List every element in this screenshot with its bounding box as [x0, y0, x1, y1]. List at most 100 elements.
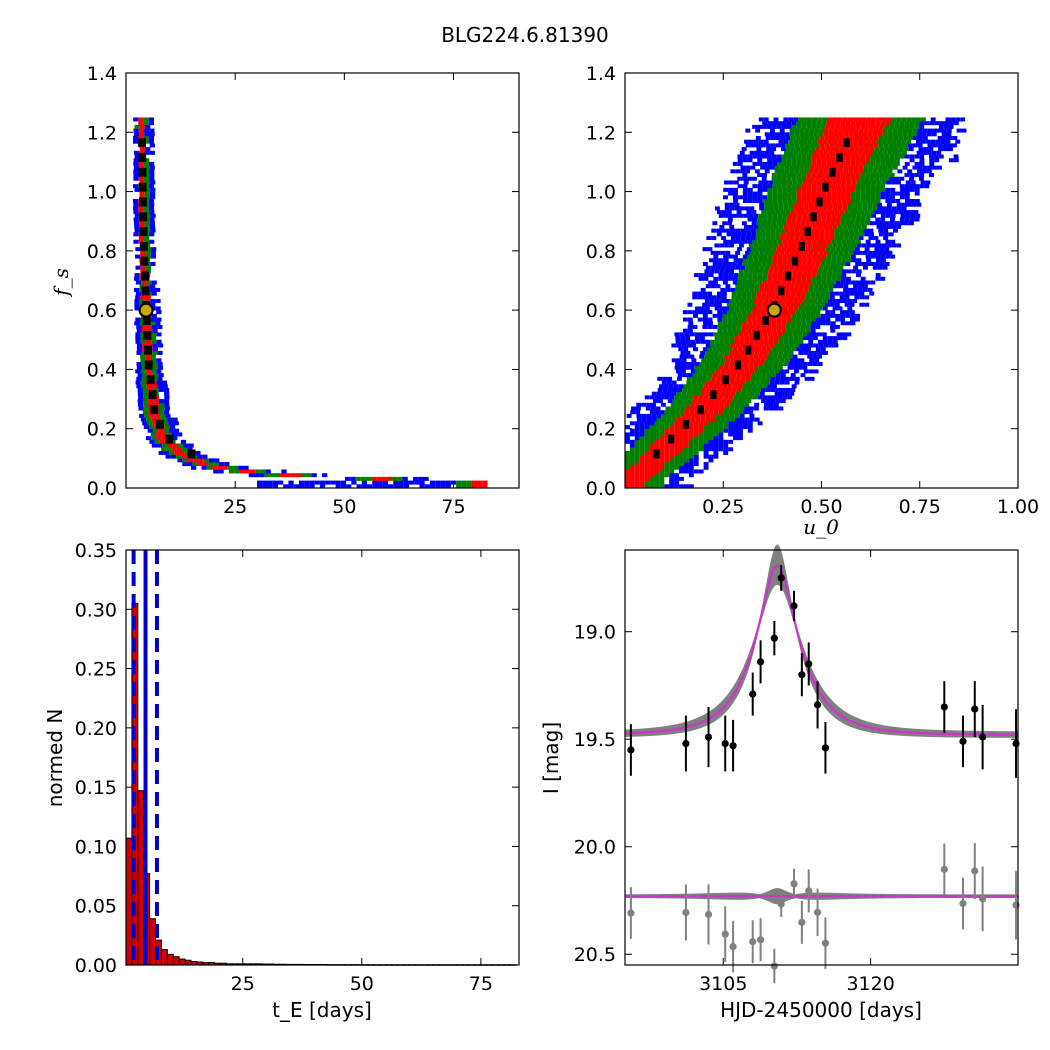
cell-2sigma: [830, 247, 836, 252]
cell-1sigma: [737, 347, 743, 352]
cell-2sigma: [786, 158, 792, 163]
cell-3sigma: [917, 135, 923, 140]
cell-2sigma: [756, 261, 762, 266]
cell-3sigma: [311, 473, 317, 478]
cell-3sigma: [936, 150, 942, 155]
cell-3sigma: [792, 365, 798, 370]
cell-1sigma: [684, 410, 690, 415]
cell-2sigma: [674, 465, 680, 470]
cell-3sigma: [729, 206, 735, 211]
cell-3sigma: [634, 428, 640, 433]
cell-1sigma: [798, 202, 804, 207]
cell-3sigma: [697, 317, 703, 322]
cell-2sigma: [234, 469, 240, 474]
cell-2sigma: [143, 117, 149, 122]
cell-2sigma: [177, 443, 184, 448]
histogram-bar: [184, 959, 192, 966]
cell-2sigma: [899, 154, 905, 159]
cell-3sigma: [398, 484, 404, 489]
cell-1sigma: [764, 287, 770, 292]
cell-3sigma: [654, 395, 660, 400]
cell-3sigma: [760, 143, 766, 148]
cell-3sigma: [702, 310, 708, 315]
cell-1sigma: [140, 254, 146, 259]
cell-2sigma: [834, 232, 840, 237]
cell-2sigma: [815, 291, 821, 296]
cell-1sigma: [857, 117, 862, 122]
cell-1sigma: [644, 450, 650, 455]
cell-3sigma: [761, 399, 767, 404]
cell-3sigma: [135, 332, 141, 337]
cell-3sigma: [629, 432, 635, 437]
cell-1sigma: [809, 236, 815, 241]
cell-1sigma: [765, 295, 771, 300]
cell-3sigma: [924, 184, 930, 189]
cell-3sigma: [781, 124, 787, 129]
cell-1sigma: [817, 243, 823, 248]
cell-1sigma: [831, 198, 837, 203]
cell-2sigma: [703, 425, 709, 430]
cell-2sigma: [833, 250, 839, 255]
cell-2sigma: [875, 198, 881, 203]
cell-2sigma: [762, 217, 768, 222]
cell-2sigma: [819, 295, 825, 300]
cell-2sigma: [727, 321, 733, 326]
cell-2sigma: [815, 313, 821, 318]
cell-2sigma: [747, 395, 753, 400]
cell-2sigma: [796, 321, 802, 326]
cell-3sigma: [695, 336, 700, 341]
cell-2sigma: [840, 217, 846, 222]
cell-2sigma: [693, 443, 699, 448]
cell-2sigma: [791, 317, 796, 322]
cell-1sigma: [141, 328, 148, 333]
cell-3sigma: [904, 191, 910, 196]
cell-1sigma: [744, 339, 750, 344]
cell-2sigma: [708, 421, 714, 426]
cell-1sigma: [811, 191, 817, 196]
cell-1sigma: [767, 280, 773, 285]
cell-3sigma: [708, 443, 714, 448]
cell-peak: [142, 316, 151, 325]
cell-3sigma: [914, 198, 920, 203]
cell-1sigma: [829, 210, 835, 215]
cell-3sigma: [738, 258, 744, 263]
cell-1sigma: [850, 121, 856, 126]
cell-2sigma: [838, 236, 844, 241]
cell-2sigma: [892, 132, 898, 137]
cell-3sigma: [743, 180, 749, 185]
cell-1sigma: [683, 432, 689, 437]
cell-1sigma: [741, 324, 747, 329]
cell-3sigma: [901, 202, 907, 207]
cell-1sigma: [711, 399, 717, 404]
residual-point: [749, 938, 757, 946]
cell-1sigma: [674, 432, 680, 437]
cell-1sigma: [762, 280, 768, 285]
cell-3sigma: [780, 376, 786, 381]
cell-2sigma: [807, 139, 813, 144]
cell-2sigma: [839, 228, 844, 233]
cell-1sigma: [781, 310, 787, 315]
cell-3sigma: [177, 458, 183, 463]
cell-2sigma: [664, 465, 670, 470]
cell-3sigma: [133, 135, 139, 140]
cell-1sigma: [152, 384, 158, 389]
cell-2sigma: [867, 202, 873, 207]
cell-2sigma: [717, 347, 723, 352]
x-tick-label: 50: [332, 496, 356, 518]
cell-3sigma: [713, 258, 719, 263]
cell-3sigma: [760, 165, 766, 170]
cell-1sigma: [778, 269, 784, 274]
cell-2sigma: [144, 195, 151, 200]
cell-3sigma: [810, 328, 816, 333]
cell-3sigma: [718, 258, 724, 263]
cell-1sigma: [717, 373, 722, 378]
cell-1sigma: [790, 302, 796, 307]
cell-3sigma: [678, 347, 684, 352]
cell-3sigma: [821, 332, 827, 337]
cell-2sigma: [714, 336, 720, 341]
cell-3sigma: [136, 343, 143, 348]
cell-2sigma: [894, 161, 900, 166]
cell-2sigma: [792, 198, 797, 203]
cell-2sigma: [906, 139, 912, 144]
cell-1sigma: [683, 436, 689, 441]
